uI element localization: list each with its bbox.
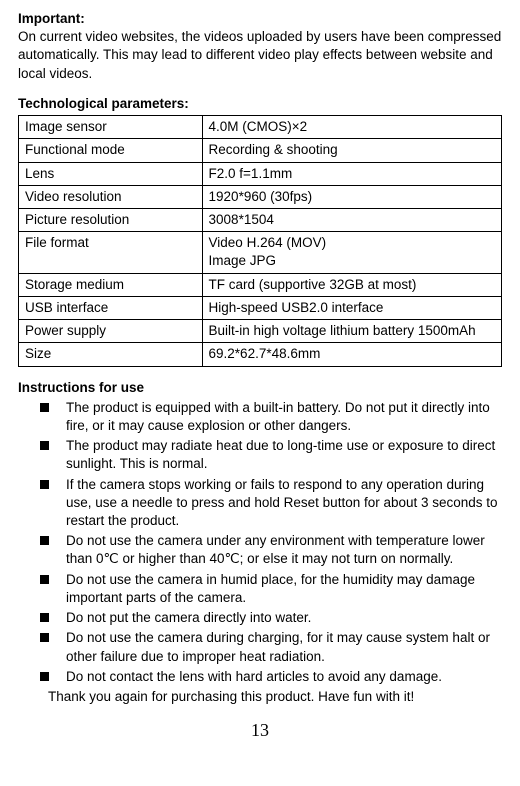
- page-number: 13: [18, 718, 502, 742]
- list-item: Do not use the camera under any environm…: [18, 532, 502, 568]
- param-value: Recording & shooting: [202, 139, 501, 162]
- list-item: Do not contact the lens with hard articl…: [18, 668, 502, 686]
- param-value: 4.0M (CMOS)×2: [202, 116, 501, 139]
- param-value: Video H.264 (MOV) Image JPG: [202, 232, 501, 273]
- param-value: 69.2*62.7*48.6mm: [202, 343, 501, 366]
- table-row: Image sensor4.0M (CMOS)×2: [19, 116, 502, 139]
- thanks-line: Thank you again for purchasing this prod…: [18, 688, 502, 706]
- tech-table: Image sensor4.0M (CMOS)×2Functional mode…: [18, 115, 502, 366]
- list-item: The product is equipped with a built-in …: [18, 399, 502, 435]
- param-value: F2.0 f=1.1mm: [202, 162, 501, 185]
- table-row: Power supplyBuilt-in high voltage lithiu…: [19, 320, 502, 343]
- table-row: Storage mediumTF card (supportive 32GB a…: [19, 273, 502, 296]
- table-row: File formatVideo H.264 (MOV) Image JPG: [19, 232, 502, 273]
- param-label: Storage medium: [19, 273, 203, 296]
- list-item: The product may radiate heat due to long…: [18, 437, 502, 473]
- important-heading: Important:: [18, 10, 502, 28]
- param-label: Functional mode: [19, 139, 203, 162]
- param-label: Picture resolution: [19, 208, 203, 231]
- param-label: Image sensor: [19, 116, 203, 139]
- param-value: TF card (supportive 32GB at most): [202, 273, 501, 296]
- param-label: Video resolution: [19, 185, 203, 208]
- param-label: File format: [19, 232, 203, 273]
- instructions-heading: Instructions for use: [18, 379, 502, 397]
- list-item: Do not use the camera in humid place, fo…: [18, 571, 502, 607]
- table-row: Video resolution1920*960 (30fps): [19, 185, 502, 208]
- list-item: Do not use the camera during charging, f…: [18, 629, 502, 665]
- instructions-list: The product is equipped with a built-in …: [18, 399, 502, 686]
- param-label: Power supply: [19, 320, 203, 343]
- table-row: LensF2.0 f=1.1mm: [19, 162, 502, 185]
- table-row: Size69.2*62.7*48.6mm: [19, 343, 502, 366]
- tech-heading: Technological parameters:: [18, 95, 502, 113]
- table-row: USB interfaceHigh-speed USB2.0 interface: [19, 296, 502, 319]
- important-body: On current video websites, the videos up…: [18, 28, 502, 83]
- param-value: 3008*1504: [202, 208, 501, 231]
- param-value: Built-in high voltage lithium battery 15…: [202, 320, 501, 343]
- param-value: High-speed USB2.0 interface: [202, 296, 501, 319]
- param-label: Size: [19, 343, 203, 366]
- table-row: Picture resolution3008*1504: [19, 208, 502, 231]
- param-label: Lens: [19, 162, 203, 185]
- list-item: Do not put the camera directly into wate…: [18, 609, 502, 627]
- list-item: If the camera stops working or fails to …: [18, 476, 502, 531]
- table-row: Functional modeRecording & shooting: [19, 139, 502, 162]
- param-label: USB interface: [19, 296, 203, 319]
- param-value: 1920*960 (30fps): [202, 185, 501, 208]
